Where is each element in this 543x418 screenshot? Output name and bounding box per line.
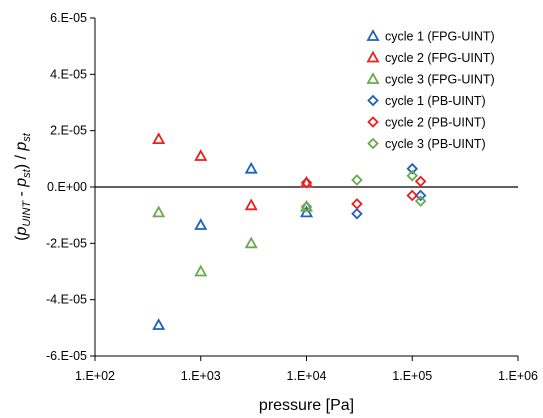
y-axis-title: (pUINT - pst) / pst (13, 132, 33, 241)
y-title-p3-sub: st (21, 132, 33, 142)
diamond-data-point (351, 207, 363, 220)
y-tick-label: 0.E+00 (47, 180, 87, 194)
legend: cycle 1 (FPG-UINT) cycle 2 (FPG-UINT) cycl… (366, 29, 495, 151)
legend-diamond-marker (367, 94, 379, 107)
y-title-minus: - (13, 187, 30, 201)
diamond-data-point (406, 169, 419, 182)
x-tick-label: 1.E+06 (498, 369, 538, 383)
y-title-p1-sub: UINT (21, 200, 33, 227)
y-tick-label: 6.E-05 (50, 11, 87, 25)
legend-entry-label: cycle 2 (FPG-UINT) (385, 51, 495, 65)
triangle-data-point (152, 318, 166, 330)
y-tick-label: -2.E-05 (46, 236, 87, 250)
legend-entry-label: cycle 1 (PB-UINT) (385, 94, 486, 108)
x-axis-ticks: 1.E+02 1.E+03 1.E+04 1.E+05 1.E+06 (75, 356, 538, 383)
x-tick-label: 1.E+04 (287, 369, 327, 383)
x-tick-label: 1.E+03 (181, 369, 221, 383)
legend-entry-label: cycle 2 (PB-UINT) (385, 116, 486, 130)
diamond-data-point (406, 189, 419, 202)
legend-diamond-marker (367, 137, 379, 150)
diamond-data-point (351, 198, 363, 210)
diamond-data-point (414, 189, 427, 202)
triangle-data-point (194, 264, 208, 277)
diamond-data-point (406, 162, 419, 175)
legend-entry-label: cycle 3 (FPG-UINT) (385, 73, 495, 87)
diamond-data-point (414, 175, 427, 188)
y-title-slash: / (13, 151, 30, 164)
y-tick-label: 4.E-05 (50, 67, 87, 81)
y-title-close: ) (13, 164, 30, 169)
y-tick-label: -4.E-05 (46, 293, 87, 307)
triangle-data-point (244, 161, 258, 174)
data-points (152, 132, 427, 330)
legend-entry-label: cycle 3 (PB-UINT) (385, 137, 486, 151)
triangle-data-point (152, 132, 166, 145)
diamond-data-point (300, 177, 313, 189)
y-tick-label: 2.E-05 (50, 124, 87, 138)
legend-entry-label: cycle 1 (FPG-UINT) (385, 30, 495, 44)
y-title-p1: p (13, 227, 30, 237)
triangle-data-point (194, 218, 208, 230)
x-axis-title: pressure [Pa] (259, 397, 354, 414)
triangle-data-point (244, 198, 258, 211)
triangle-data-point (152, 205, 166, 218)
legend-triangle-marker (366, 50, 380, 63)
triangle-data-point (299, 205, 314, 218)
y-title-open: ( (13, 235, 30, 241)
legend-triangle-marker (366, 29, 380, 41)
y-tick-label: -6.E-05 (46, 349, 87, 363)
y-title-p3: p (13, 142, 30, 152)
triangle-data-point (194, 149, 208, 161)
diamond-data-point (300, 200, 313, 213)
x-tick-label: 1.E+02 (75, 369, 115, 383)
y-title-p2: p (13, 178, 30, 188)
y-axis-ticks: -6.E-05 -4.E-05 -2.E-05 0.E+00 2.E-05 4.E-05 6… (46, 11, 95, 363)
legend-diamond-marker (367, 116, 379, 128)
x-tick-label: 1.E+05 (392, 369, 432, 383)
diamond-data-point (351, 174, 363, 186)
y-title-p2-sub: st (21, 168, 33, 178)
diamond-data-point (414, 195, 427, 207)
triangle-data-point (244, 236, 258, 249)
legend-triangle-marker (366, 72, 380, 84)
